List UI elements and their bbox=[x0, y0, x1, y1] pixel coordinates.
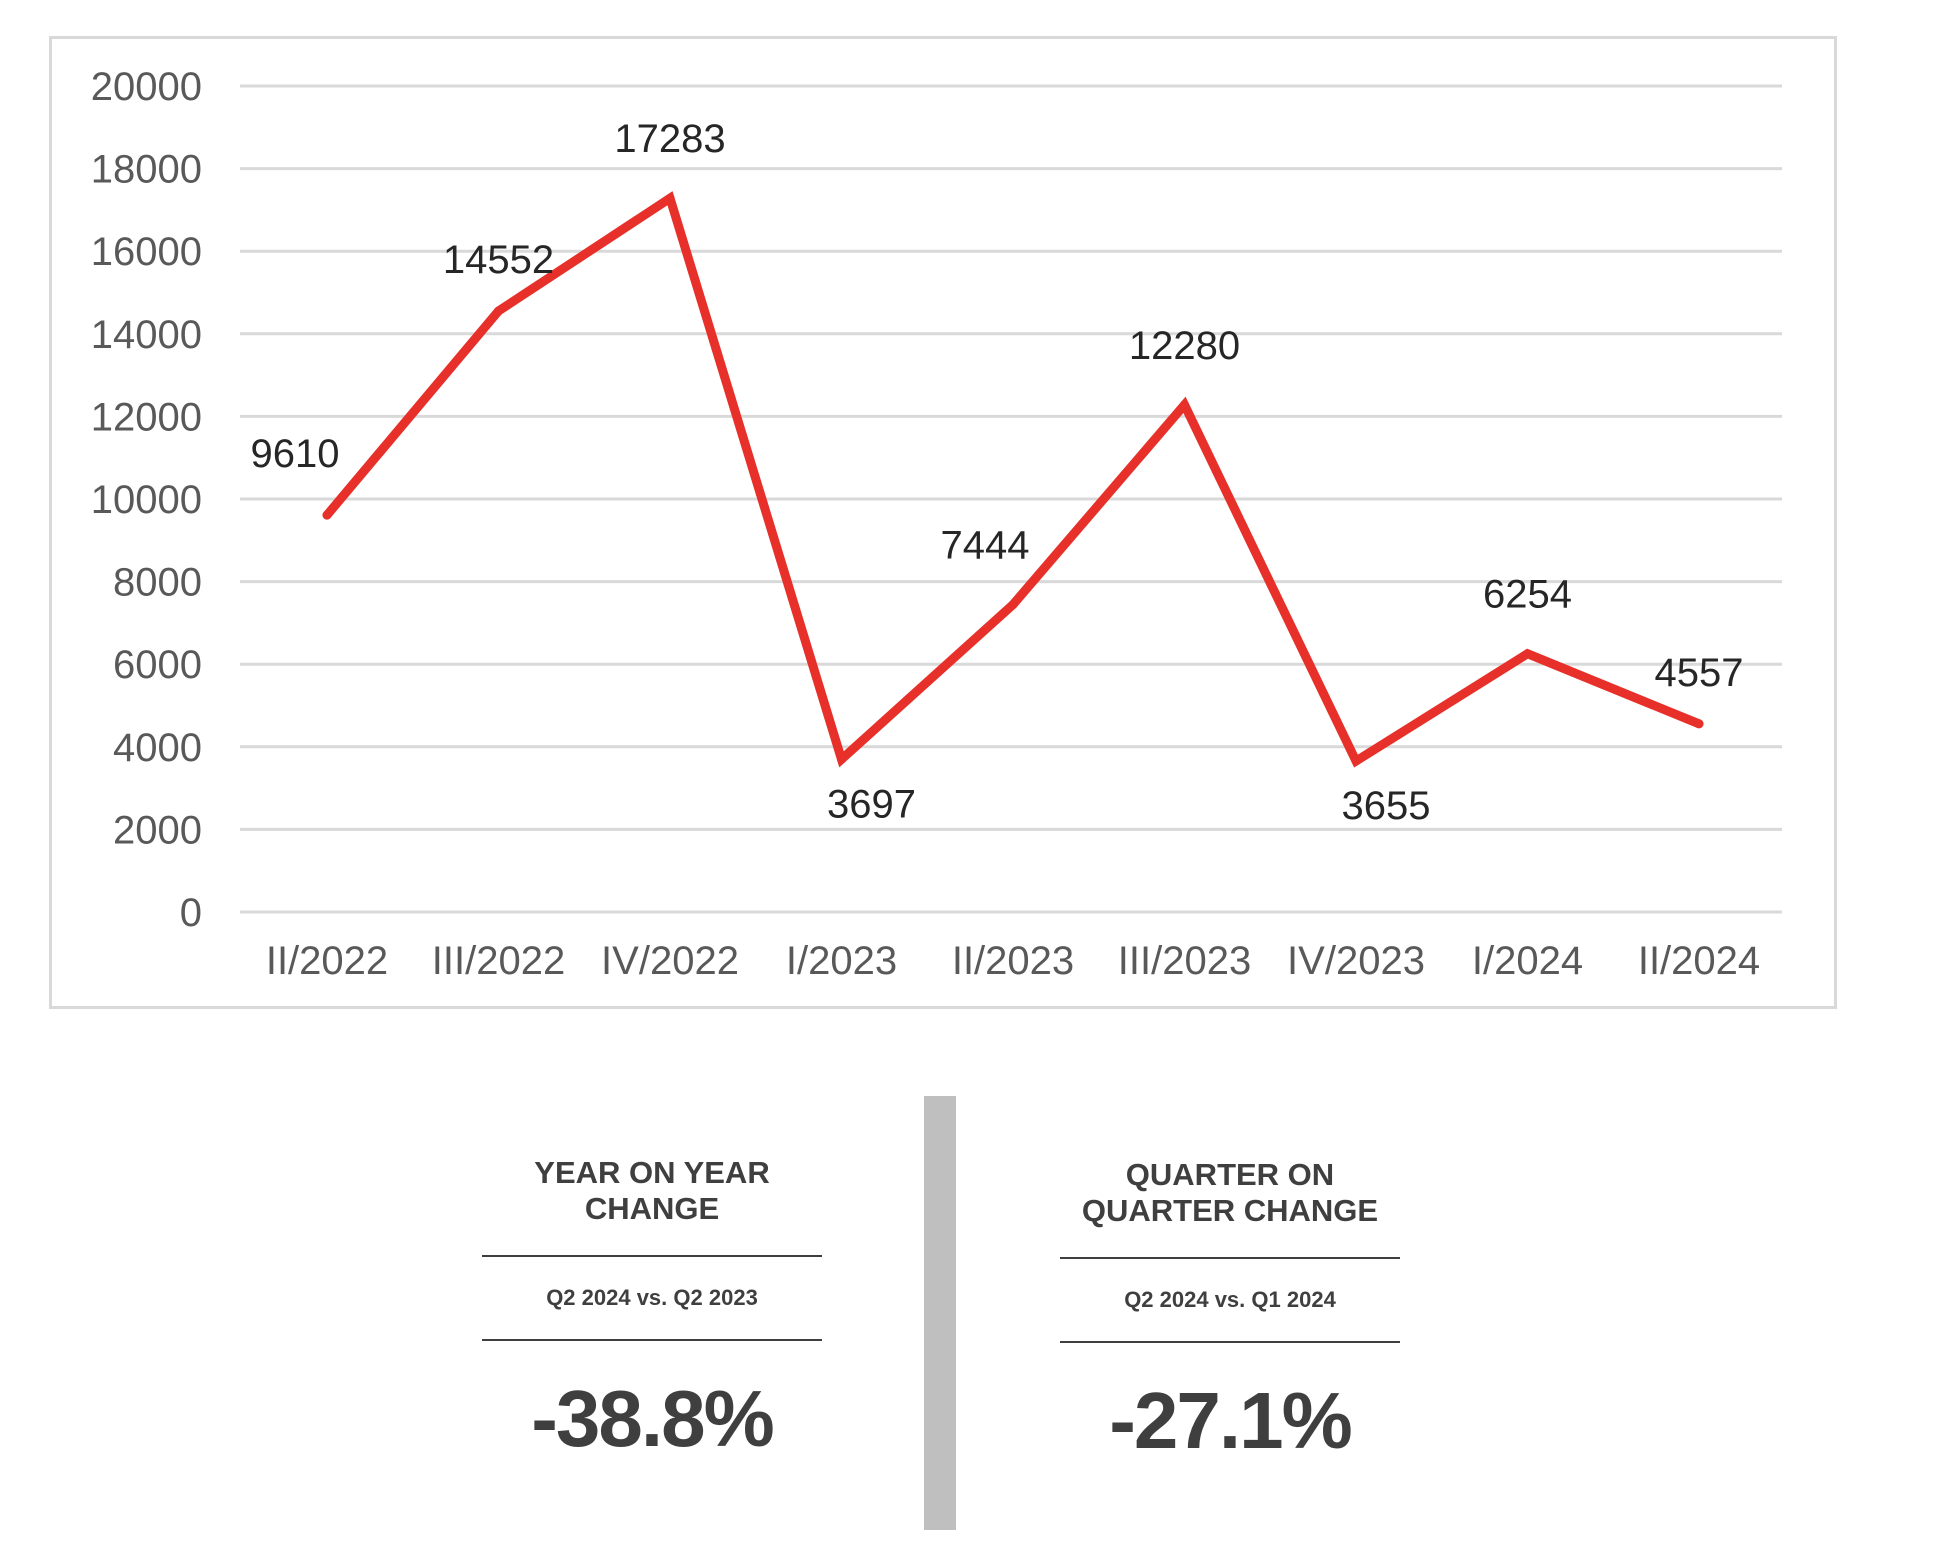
data-label: 4557 bbox=[1655, 651, 1744, 695]
data-point bbox=[494, 306, 503, 316]
y-tick-label: 14000 bbox=[91, 313, 202, 357]
y-tick-label: 12000 bbox=[91, 395, 202, 439]
x-tick-label: II/2024 bbox=[1638, 939, 1760, 983]
yoy-heading-line1: YEAR ON YEAR bbox=[534, 1155, 770, 1190]
y-tick-label: 10000 bbox=[91, 478, 202, 522]
qoq-heading-line1: QUARTER ON bbox=[1125, 1157, 1335, 1192]
data-label: 12280 bbox=[1129, 324, 1240, 368]
x-tick-label: IV/2022 bbox=[601, 939, 739, 983]
yoy-bottom-rule bbox=[482, 1339, 822, 1341]
x-tick-label: II/2023 bbox=[952, 939, 1074, 983]
stats-divider bbox=[924, 1096, 956, 1530]
x-tick-label: I/2023 bbox=[786, 939, 897, 983]
yoy-value: -38.8% bbox=[531, 1374, 774, 1463]
data-label: 7444 bbox=[941, 524, 1030, 568]
x-tick-label: I/2024 bbox=[1472, 939, 1583, 983]
yoy-heading: YEAR ON YEAR CHANGE bbox=[482, 1155, 822, 1227]
x-tick-label: IV/2023 bbox=[1287, 939, 1425, 983]
qoq-top-rule bbox=[1060, 1257, 1400, 1259]
y-tick-label: 2000 bbox=[113, 808, 202, 852]
yoy-comparison: Q2 2024 vs. Q2 2023 bbox=[546, 1285, 758, 1310]
data-label: 9610 bbox=[251, 432, 340, 476]
data-label: 3697 bbox=[827, 782, 916, 826]
data-label: 3655 bbox=[1342, 784, 1431, 828]
data-point bbox=[1523, 649, 1532, 659]
year-on-year-stat: YEAR ON YEAR CHANGE Q2 2024 vs. Q2 2023 … bbox=[482, 1155, 822, 1459]
data-point bbox=[1180, 400, 1189, 410]
data-point bbox=[322, 510, 332, 520]
data-point bbox=[1008, 600, 1018, 610]
chart-frame bbox=[49, 36, 1837, 1009]
y-tick-label: 16000 bbox=[91, 230, 202, 274]
quarter-on-quarter-stat: QUARTER ON QUARTER CHANGE Q2 2024 vs. Q1… bbox=[1060, 1157, 1400, 1461]
data-label: 17283 bbox=[614, 117, 725, 161]
qoq-value: -27.1% bbox=[1109, 1376, 1352, 1465]
data-label: 14552 bbox=[443, 238, 554, 282]
y-tick-label: 20000 bbox=[91, 65, 202, 109]
data-point bbox=[665, 193, 675, 203]
y-tick-label: 18000 bbox=[91, 148, 202, 192]
y-tick-label: 6000 bbox=[113, 643, 202, 687]
data-label: 6254 bbox=[1483, 573, 1572, 617]
data-point bbox=[1351, 756, 1361, 766]
yoy-top-rule bbox=[482, 1255, 822, 1257]
series-line bbox=[322, 191, 1704, 768]
qoq-bottom-rule bbox=[1060, 1341, 1400, 1343]
x-tick-label: III/2022 bbox=[432, 939, 565, 983]
y-tick-label: 4000 bbox=[113, 726, 202, 770]
qoq-heading-line2: QUARTER CHANGE bbox=[1081, 1193, 1379, 1228]
qoq-comparison: Q2 2024 vs. Q1 2024 bbox=[1124, 1287, 1336, 1312]
x-tick-label: III/2023 bbox=[1118, 939, 1251, 983]
yoy-heading-line2: CHANGE bbox=[584, 1191, 720, 1226]
data-point bbox=[837, 754, 846, 764]
y-tick-label: 0 bbox=[180, 891, 202, 935]
data-point bbox=[1694, 719, 1704, 729]
x-tick-label: II/2022 bbox=[266, 939, 388, 983]
qoq-heading: QUARTER ON QUARTER CHANGE bbox=[1060, 1157, 1400, 1229]
y-tick-label: 8000 bbox=[113, 561, 202, 605]
